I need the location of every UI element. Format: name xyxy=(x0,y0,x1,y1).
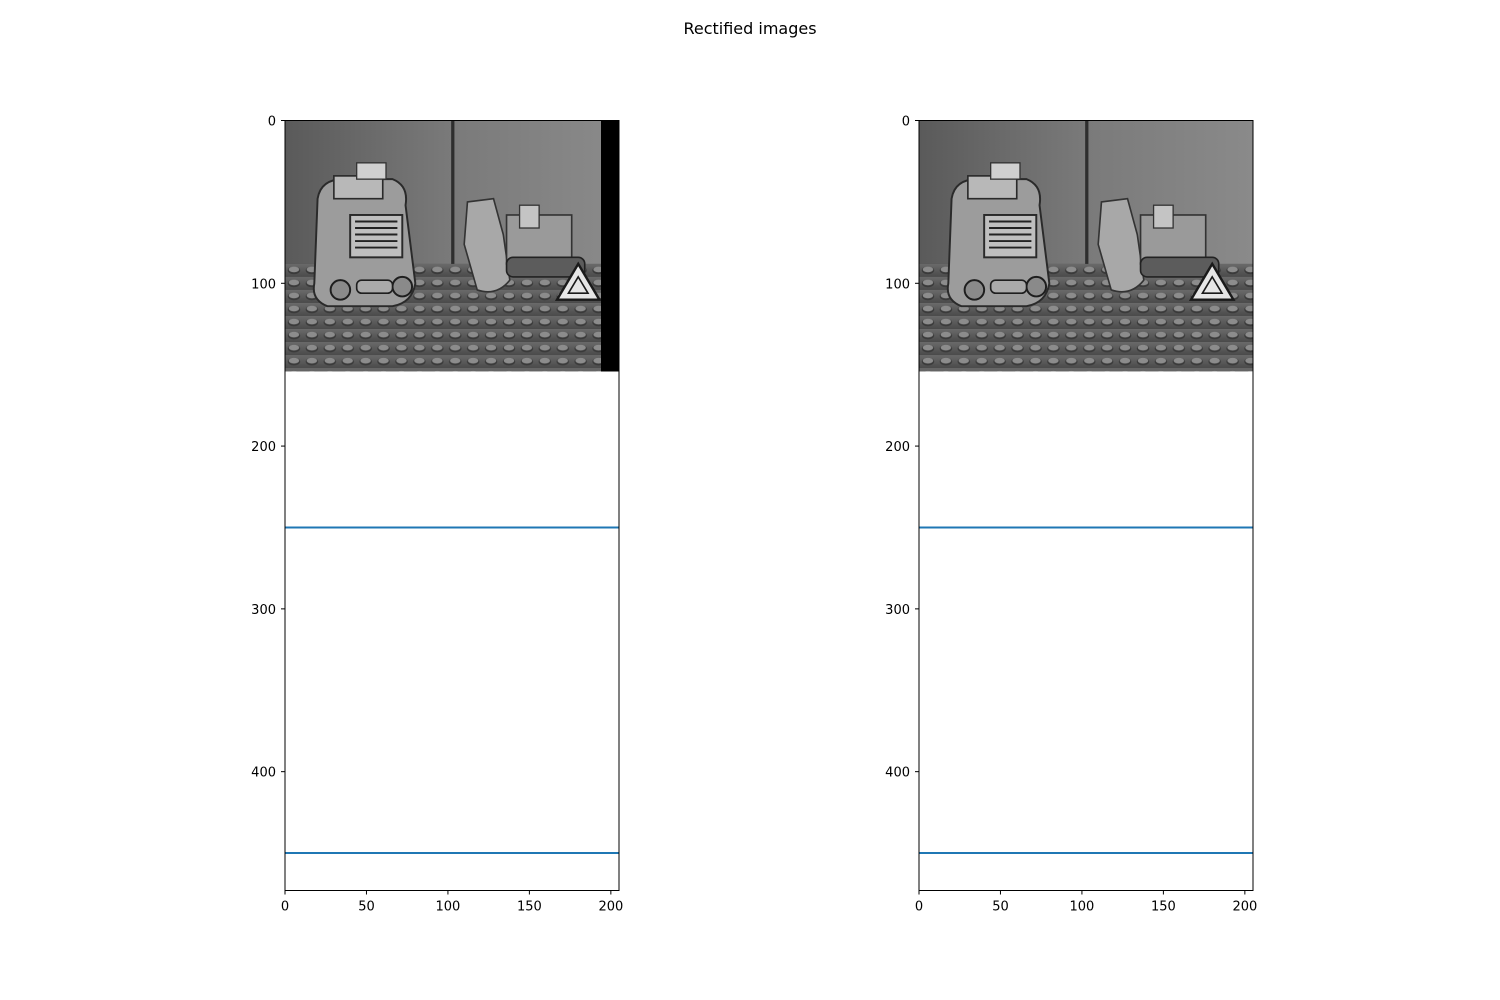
y-tick-label: 400 xyxy=(885,766,910,781)
right-hlines xyxy=(919,526,1253,855)
x-tick-label: 100 xyxy=(436,900,461,915)
x-tick-label: 200 xyxy=(598,900,623,915)
left-image xyxy=(285,120,619,373)
y-tick-label: 300 xyxy=(885,603,910,618)
y-tick-label: 0 xyxy=(268,115,276,130)
left-ticks: 0 50 100 150 200 0 100 200 300 400 xyxy=(251,115,623,915)
x-tick-label: 0 xyxy=(281,900,289,915)
right-ticks: 0 50 100 150 200 0 100 200 300 400 xyxy=(885,115,1257,915)
left-black-band xyxy=(601,120,619,372)
figure-title: Rectified images xyxy=(683,19,816,38)
y-tick-label: 0 xyxy=(902,115,910,130)
y-tick-label: 300 xyxy=(251,603,276,618)
right-subplot: 0 50 100 150 200 0 100 200 300 400 xyxy=(885,115,1257,915)
y-tick-label: 100 xyxy=(251,277,276,292)
left-hlines xyxy=(285,526,619,855)
x-tick-label: 150 xyxy=(1151,900,1176,915)
x-tick-label: 100 xyxy=(1070,900,1095,915)
left-subplot: 0 50 100 150 200 0 100 200 300 400 xyxy=(251,115,623,915)
x-tick-label: 0 xyxy=(915,900,923,915)
right-image xyxy=(919,120,1253,373)
y-tick-label: 200 xyxy=(251,440,276,455)
right-axes-frame xyxy=(918,120,1254,891)
x-tick-label: 50 xyxy=(358,900,375,915)
y-tick-label: 100 xyxy=(885,277,910,292)
x-tick-label: 150 xyxy=(517,900,542,915)
y-tick-label: 400 xyxy=(251,766,276,781)
left-axes-frame xyxy=(284,120,620,891)
x-tick-label: 200 xyxy=(1232,900,1257,915)
x-tick-label: 50 xyxy=(992,900,1009,915)
y-tick-label: 200 xyxy=(885,440,910,455)
